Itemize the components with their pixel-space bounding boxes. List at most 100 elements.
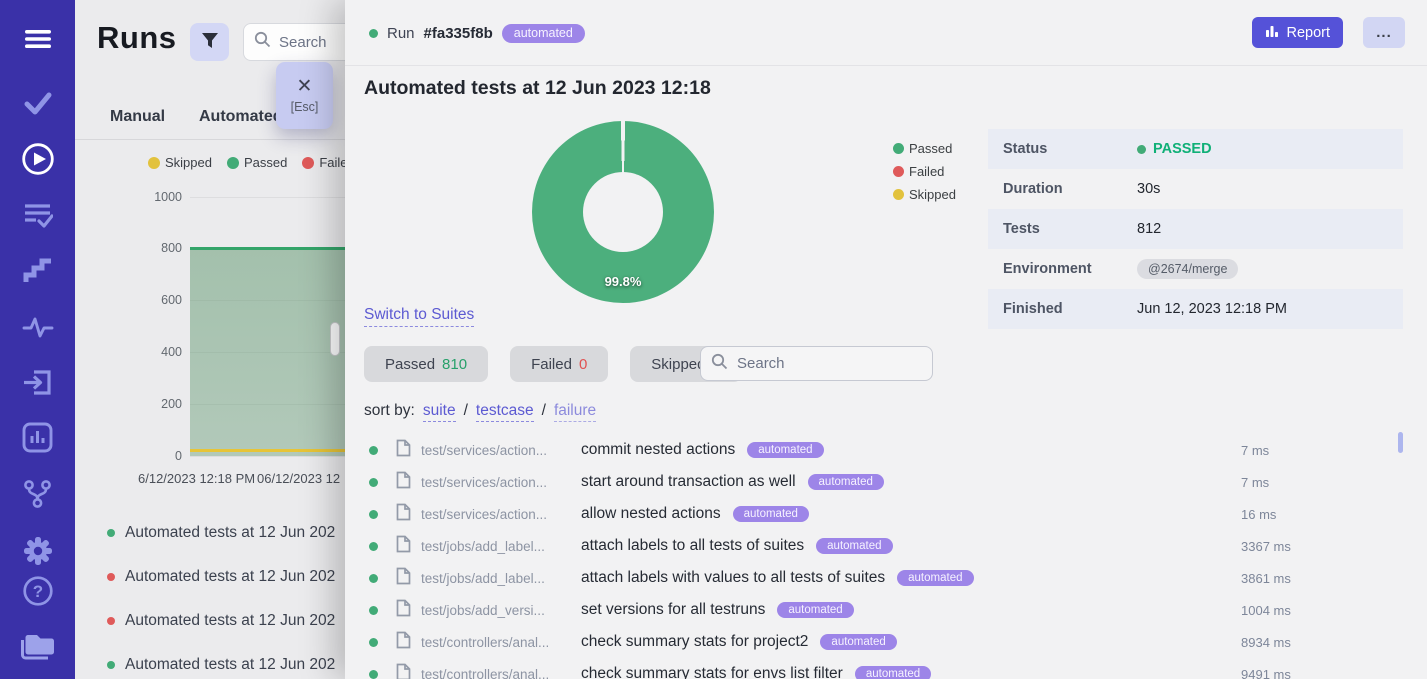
test-duration: 3367 ms bbox=[1241, 538, 1291, 554]
sort-testcase-link[interactable]: testcase bbox=[475, 402, 534, 422]
run-badge: automated bbox=[501, 23, 585, 43]
sort-by-label: sort by: bbox=[364, 402, 415, 419]
test-row[interactable]: test/controllers/anal... check summary s… bbox=[369, 626, 1397, 658]
failed-dot bbox=[302, 156, 315, 169]
run-list-item[interactable]: Automated tests at 12 Jun 202 bbox=[107, 524, 347, 542]
file-icon bbox=[396, 503, 411, 526]
test-duration: 7 ms bbox=[1241, 474, 1270, 490]
test-name: set versions for all testruns bbox=[581, 601, 766, 618]
more-actions-button[interactable]: ... bbox=[1363, 17, 1405, 48]
git-branch-icon[interactable] bbox=[0, 478, 75, 509]
close-drawer-button[interactable]: ✕ [Esc] bbox=[276, 62, 333, 129]
run-status-dot bbox=[107, 529, 115, 537]
stairs-icon[interactable] bbox=[0, 256, 75, 284]
switch-to-suites-link[interactable]: Switch to Suites bbox=[364, 306, 475, 327]
test-duration: 3861 ms bbox=[1241, 570, 1291, 586]
file-icon bbox=[396, 567, 411, 590]
help-icon[interactable]: ? bbox=[0, 575, 75, 607]
test-row[interactable]: test/services/action... commit nested ac… bbox=[369, 434, 1397, 466]
skipped-dot bbox=[893, 189, 904, 200]
legend-failed: Failed bbox=[893, 164, 956, 179]
test-badge: automated bbox=[747, 442, 824, 458]
check-icon[interactable] bbox=[0, 91, 75, 116]
test-status-dot bbox=[369, 605, 378, 615]
run-status-dot bbox=[369, 28, 378, 38]
y-tick: 600 bbox=[161, 293, 182, 307]
sort-separator: / bbox=[463, 402, 468, 419]
test-status-dot bbox=[369, 669, 378, 679]
sort-suite-link[interactable]: suite bbox=[422, 402, 456, 422]
tests-search-field[interactable] bbox=[700, 346, 933, 381]
test-name: attach labels to all tests of suites bbox=[581, 537, 805, 554]
test-name: check summary stats for project2 bbox=[581, 633, 809, 650]
run-status-dot bbox=[107, 661, 115, 669]
y-tick: 800 bbox=[161, 241, 182, 255]
tab-automated[interactable]: Automated bbox=[199, 108, 283, 125]
test-path: test/jobs/add_label... bbox=[421, 538, 545, 554]
search-input[interactable] bbox=[279, 33, 362, 51]
tab-manual[interactable]: Manual bbox=[110, 108, 166, 125]
sidebar: ? bbox=[0, 0, 75, 679]
test-badge: automated bbox=[777, 602, 854, 618]
run-list-item[interactable]: Automated tests at 12 Jun 202 bbox=[107, 656, 347, 674]
info-row-status: Status PASSED bbox=[988, 129, 1403, 169]
filter-failed-button[interactable]: Failed 0 bbox=[510, 346, 609, 382]
run-list-item[interactable]: Automated tests at 12 Jun 202 bbox=[107, 612, 347, 630]
funnel-icon bbox=[201, 32, 219, 52]
y-tick: 1000 bbox=[154, 190, 182, 204]
donut-hole bbox=[583, 172, 663, 252]
run-id: #fa335f8b bbox=[423, 24, 493, 42]
x-tick: 06/12/2023 12 bbox=[257, 471, 341, 486]
bar-chart-icon[interactable] bbox=[0, 422, 75, 453]
drawer-header: Run #fa335f8b automated Report ... bbox=[345, 0, 1427, 66]
esc-hint: [Esc] bbox=[290, 100, 319, 114]
test-status-dot bbox=[369, 637, 378, 647]
test-path: test/jobs/add_label... bbox=[421, 570, 545, 586]
play-circle-icon[interactable] bbox=[0, 142, 75, 176]
test-path: test/jobs/add_versi... bbox=[421, 602, 545, 618]
test-status-dot bbox=[369, 573, 378, 583]
test-path: test/controllers/anal... bbox=[421, 634, 550, 650]
file-icon bbox=[396, 439, 411, 462]
sort-failure-link[interactable]: failure bbox=[553, 402, 597, 422]
file-icon bbox=[396, 599, 411, 622]
report-chart-icon bbox=[1265, 24, 1279, 41]
gear-icon[interactable] bbox=[0, 535, 75, 567]
tests-scrollbar-thumb[interactable] bbox=[1398, 432, 1403, 453]
report-button[interactable]: Report bbox=[1252, 17, 1343, 48]
filter-button[interactable] bbox=[190, 23, 229, 61]
run-info-table: Status PASSED Duration 30s Tests 812 Env… bbox=[988, 129, 1403, 329]
test-status-dot bbox=[369, 541, 378, 551]
test-duration: 9491 ms bbox=[1241, 666, 1291, 679]
folders-icon[interactable] bbox=[0, 630, 75, 662]
menu-icon[interactable] bbox=[0, 28, 75, 50]
test-path: test/services/action... bbox=[421, 506, 548, 522]
sort-by-row: sort by: suite / testcase / failure bbox=[364, 402, 597, 422]
filter-passed-button[interactable]: Passed 810 bbox=[364, 346, 489, 382]
run-list-item[interactable]: Automated tests at 12 Jun 202 bbox=[107, 568, 347, 586]
gridline bbox=[190, 197, 348, 198]
test-row[interactable]: test/controllers/anal... check summary s… bbox=[369, 658, 1397, 679]
info-row-tests: Tests 812 bbox=[988, 209, 1403, 249]
test-badge: automated bbox=[807, 474, 884, 490]
list-check-icon[interactable] bbox=[0, 202, 75, 229]
test-name: start around transaction as well bbox=[581, 473, 796, 490]
run-status-dot bbox=[107, 573, 115, 581]
tests-search-input[interactable] bbox=[737, 355, 922, 372]
environment-pill: @2674/merge bbox=[1137, 259, 1239, 279]
y-tick: 0 bbox=[175, 449, 182, 463]
page-scrollbar-thumb[interactable] bbox=[330, 322, 340, 356]
file-icon bbox=[396, 471, 411, 494]
login-icon[interactable] bbox=[0, 368, 75, 397]
test-row[interactable]: test/jobs/add_versi... set versions for … bbox=[369, 594, 1397, 626]
skipped-line-series bbox=[190, 449, 348, 452]
svg-text:?: ? bbox=[32, 582, 42, 601]
y-tick: 400 bbox=[161, 345, 182, 359]
activity-icon[interactable] bbox=[0, 315, 75, 340]
test-row[interactable]: test/jobs/add_label... attach labels to … bbox=[369, 530, 1397, 562]
test-row[interactable]: test/services/action... allow nested act… bbox=[369, 498, 1397, 530]
test-row[interactable]: test/services/action... start around tra… bbox=[369, 466, 1397, 498]
test-row[interactable]: test/jobs/add_label... attach labels wit… bbox=[369, 562, 1397, 594]
sort-separator: / bbox=[541, 402, 546, 419]
